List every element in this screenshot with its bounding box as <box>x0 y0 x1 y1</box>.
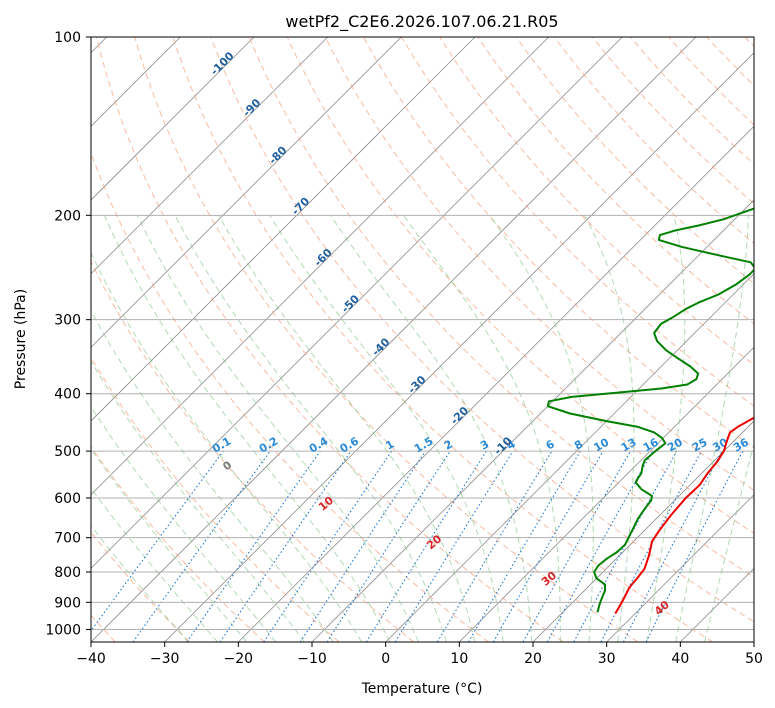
dry-adiabat-line <box>477 37 754 325</box>
mixing-ratio-line <box>326 450 451 642</box>
isotherm-line <box>459 346 754 642</box>
plot-frame <box>90 36 755 643</box>
moist-adiabat-line <box>174 215 448 642</box>
series-lines <box>546 207 754 615</box>
y-tick-label: 100 <box>54 30 81 46</box>
moist-adiabat-line <box>403 215 561 642</box>
mixing-ratio-line <box>394 450 514 642</box>
moist-adiabat-line <box>91 251 363 642</box>
mixing-ratio-line <box>365 450 487 642</box>
dry-adiabat-line <box>248 37 754 578</box>
moist-adiabat-line <box>675 215 749 642</box>
y-tick-label: 400 <box>54 387 81 403</box>
x-tick-label: −10 <box>297 651 327 667</box>
moist-adiabat-line <box>583 215 635 642</box>
moist-adiabat-line <box>91 447 248 642</box>
isotherm-line <box>606 494 754 642</box>
y-tick-label: 700 <box>54 531 81 547</box>
dry-adiabat-line <box>363 37 754 449</box>
moist-adiabat-line <box>137 215 419 642</box>
x-tick-label: 0 <box>381 651 390 667</box>
x-tick-label: −40 <box>76 651 106 667</box>
mixing-ratio-line <box>546 450 654 642</box>
mixing-ratio-line <box>219 450 352 642</box>
isotherm-line <box>91 37 623 569</box>
dry-adiabat-line <box>91 260 415 642</box>
x-tick-label: 40 <box>671 651 689 667</box>
dry-adiabat-line <box>401 37 754 407</box>
y-tick-label: 1000 <box>45 622 81 638</box>
dry-adiabat-line <box>134 37 639 642</box>
moist-adiabat-line <box>91 487 218 642</box>
mixing-ratio-line <box>468 450 581 642</box>
moist-adiabat-line <box>91 405 277 642</box>
mixing-ratio-line <box>91 450 224 632</box>
y-tick-label: 500 <box>54 444 81 460</box>
y-tick-label: 900 <box>54 595 81 611</box>
background-lines <box>91 37 754 642</box>
isotherm-line <box>91 37 328 275</box>
temperature-profile-line <box>614 416 754 615</box>
isotherm-line <box>238 125 754 642</box>
mixing-ratio-line <box>492 450 604 642</box>
x-tick-label: 10 <box>450 651 468 667</box>
y-tick-label: 600 <box>54 491 81 507</box>
isotherm-line <box>385 273 754 642</box>
moist-adiabat-line <box>269 215 504 642</box>
chart-title: wetPf2_C2E6.2026.107.06.21.R05 <box>285 12 558 32</box>
x-tick-label: 20 <box>524 651 542 667</box>
mixing-ratio-line <box>436 450 553 642</box>
dry-adiabat-line <box>210 37 754 623</box>
y-tick-label: 800 <box>54 565 81 581</box>
y-tick-label: 300 <box>54 313 81 329</box>
dry-adiabat-line <box>91 445 265 642</box>
dry-adiabat-line <box>630 37 754 165</box>
isotherm-line <box>91 37 476 422</box>
moist-adiabat-line <box>91 309 334 642</box>
x-tick-label: 30 <box>598 651 616 667</box>
moist-adiabat-line <box>218 215 476 642</box>
moist-adiabat-line <box>646 215 686 642</box>
x-axis: −40 −30 −20 −10 0 10 20 30 40 50 <box>76 642 763 667</box>
mixing-ratio-line <box>522 450 631 642</box>
y-tick-label: 200 <box>54 208 81 224</box>
moist-adiabat-line <box>330 215 533 642</box>
y-axis: 100 200 300 400 500 600 700 800 900 1000 <box>45 30 91 638</box>
mixing-ratio-line <box>573 450 678 642</box>
dry-adiabat-line <box>96 37 564 642</box>
isotherm-line <box>91 37 255 201</box>
moist-adiabat-line <box>489 215 594 642</box>
dewpoint-profile-line <box>546 207 754 613</box>
y-axis-label: Pressure (hPa) <box>13 289 29 389</box>
isotherm-line <box>164 52 754 642</box>
moist-adiabat-line <box>103 215 391 642</box>
x-axis-label: Temperature (°C) <box>361 681 483 697</box>
mixing-ratio-line <box>132 450 271 642</box>
mixing-ratio-line <box>186 450 321 642</box>
x-tick-label: −30 <box>150 651 180 667</box>
dry-adiabat-line <box>515 37 754 285</box>
x-tick-label: −20 <box>224 651 254 667</box>
isotherm-line <box>91 37 402 348</box>
dry-adiabat-line <box>324 37 754 491</box>
isotherm-line <box>532 420 754 642</box>
isotherm-line <box>91 37 549 496</box>
pressure-gridlines <box>91 37 754 630</box>
moist-adiabat-line <box>91 360 305 642</box>
x-tick-label: 50 <box>745 651 763 667</box>
